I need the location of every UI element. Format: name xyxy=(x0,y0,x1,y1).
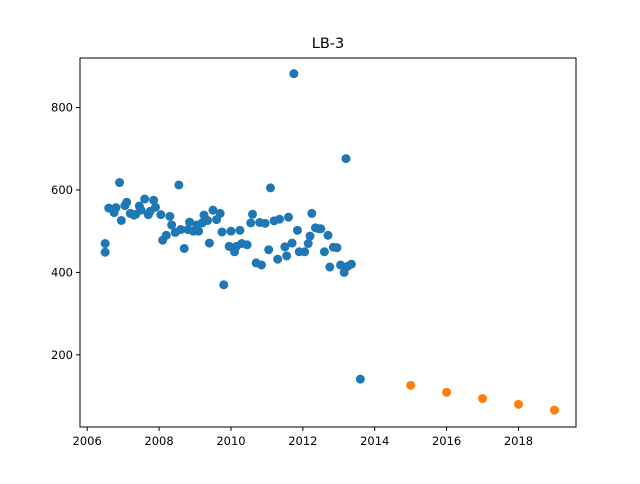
data-point-series-2 xyxy=(513,399,523,409)
data-point-series-1 xyxy=(140,194,150,204)
data-point-series-2 xyxy=(442,387,452,397)
data-point-series-1 xyxy=(273,254,283,264)
data-point-series-1 xyxy=(260,218,270,228)
data-point-series-1 xyxy=(235,225,245,235)
data-point-series-1 xyxy=(219,280,229,290)
x-tick-label: 2018 xyxy=(504,434,533,448)
data-point-series-1 xyxy=(346,259,356,269)
x-tick-label: 2012 xyxy=(288,434,317,448)
data-point-series-1 xyxy=(300,247,310,257)
data-point-series-1 xyxy=(265,183,275,193)
data-point-series-1 xyxy=(242,240,252,250)
data-point-series-1 xyxy=(307,208,317,218)
data-point-series-1 xyxy=(111,203,121,213)
y-axis-ticks: 200 400 600 800 xyxy=(51,100,80,362)
data-point-series-1 xyxy=(323,230,333,240)
data-point-series-1 xyxy=(174,180,184,190)
data-point-series-1 xyxy=(176,225,186,235)
data-point-series-1 xyxy=(325,262,335,272)
data-point-series-1 xyxy=(246,218,256,228)
data-point-series-1 xyxy=(289,69,299,79)
data-point-series-1 xyxy=(226,226,236,236)
data-point-series-1 xyxy=(150,202,160,212)
data-point-series-1 xyxy=(332,243,342,253)
data-point-series-2 xyxy=(478,394,488,404)
data-points xyxy=(100,69,559,415)
y-tick-label: 200 xyxy=(51,348,73,362)
y-tick-label: 600 xyxy=(51,183,73,197)
data-point-series-1 xyxy=(341,154,351,164)
data-point-series-1 xyxy=(204,238,214,248)
data-point-series-1 xyxy=(305,231,315,241)
data-point-series-1 xyxy=(257,260,267,270)
x-tick-label: 2010 xyxy=(216,434,245,448)
plot-frame xyxy=(79,57,577,428)
data-point-series-1 xyxy=(203,215,213,225)
data-point-series-1 xyxy=(336,260,346,270)
data-point-series-1 xyxy=(179,243,189,253)
data-point-series-1 xyxy=(248,209,258,219)
x-tick-label: 2014 xyxy=(360,434,389,448)
data-point-series-1 xyxy=(316,224,326,234)
data-point-series-1 xyxy=(115,178,125,188)
data-point-series-1 xyxy=(194,226,204,236)
data-point-series-1 xyxy=(319,247,329,257)
data-point-series-1 xyxy=(149,195,159,205)
data-point-series-1 xyxy=(283,212,293,222)
data-point-series-1 xyxy=(208,205,218,215)
data-point-series-1 xyxy=(303,239,313,249)
y-tick-label: 800 xyxy=(51,100,73,114)
data-point-series-1 xyxy=(167,220,177,230)
chart-title: LB-3 xyxy=(312,36,344,52)
data-point-series-1 xyxy=(156,210,166,220)
data-point-series-2 xyxy=(549,405,559,415)
data-point-series-1 xyxy=(136,205,146,215)
x-tick-label: 2006 xyxy=(73,434,102,448)
data-point-series-1 xyxy=(161,230,171,240)
data-point-series-1 xyxy=(122,197,132,207)
data-point-series-1 xyxy=(274,214,284,224)
data-point-series-1 xyxy=(287,238,297,248)
data-point-series-1 xyxy=(217,227,227,237)
x-tick-label: 2008 xyxy=(144,434,173,448)
data-point-series-2 xyxy=(406,380,416,390)
data-point-series-1 xyxy=(264,245,274,255)
data-point-series-1 xyxy=(282,251,292,261)
data-point-series-1 xyxy=(165,211,175,221)
data-point-series-1 xyxy=(215,208,225,218)
data-point-series-1 xyxy=(355,374,365,384)
data-point-series-1 xyxy=(292,225,302,235)
y-tick-label: 400 xyxy=(51,265,73,279)
data-point-series-1 xyxy=(185,217,195,227)
data-point-series-1 xyxy=(100,247,110,257)
x-tick-label: 2016 xyxy=(432,434,461,448)
data-point-series-1 xyxy=(116,215,126,225)
data-point-series-1 xyxy=(280,242,290,252)
data-point-series-1 xyxy=(100,239,110,249)
x-axis-ticks: 2006 2008 2010 2012 2014 2016 2018 xyxy=(73,427,533,448)
